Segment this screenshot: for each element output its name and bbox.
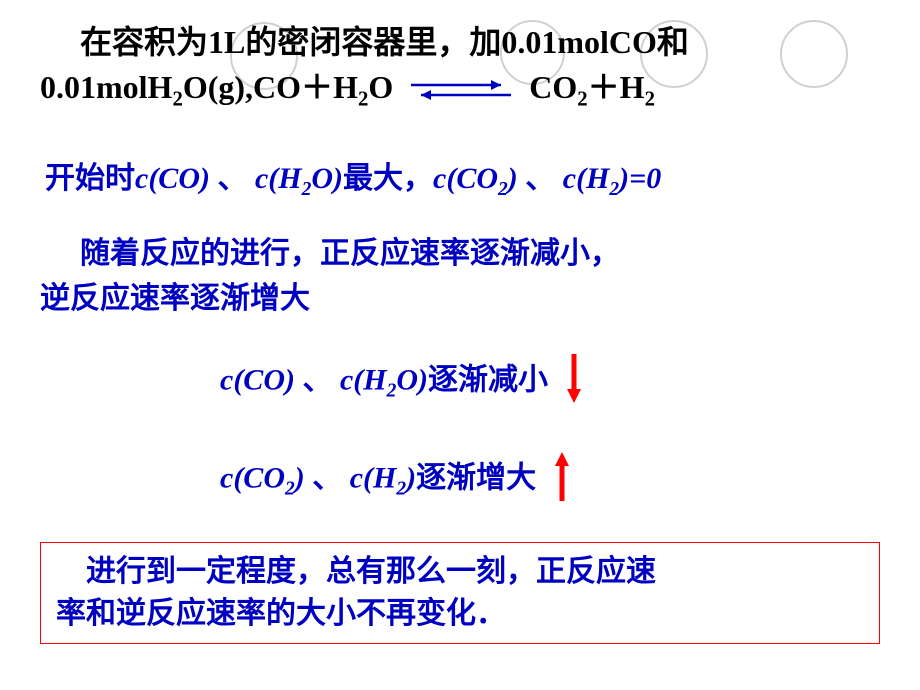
h2o-sub: 2 bbox=[358, 87, 368, 110]
amount2-sub: 2 bbox=[172, 87, 182, 110]
initial-conditions: 开始时c(CO) 、 c(H2O)最大，c(CO2) 、 c(H2)=0 bbox=[45, 153, 880, 201]
l6-c-co2-post: ) bbox=[295, 462, 313, 495]
co2-pre: CO bbox=[529, 69, 577, 105]
equilibrium-svg bbox=[401, 75, 521, 105]
l6-c-h2-sub: 2 bbox=[396, 479, 406, 500]
c-h2-pre: c(H bbox=[555, 162, 609, 195]
problem-line-2: 0.01molH2O(g),CO＋H2O CO2＋H2 bbox=[40, 65, 880, 114]
sep2: 、 bbox=[525, 162, 555, 195]
slide-content: 在容积为1L的密闭容器里，加0.01molCO和 0.01molH2O(g),C… bbox=[0, 0, 920, 654]
up-arrow-icon bbox=[552, 449, 572, 512]
h2-sub: 2 bbox=[645, 87, 655, 110]
text-amount1: 0.01molCO bbox=[501, 24, 657, 60]
bottom-a: 进行到一定程度，总有那么一刻，正反应速 bbox=[86, 555, 656, 588]
l5-text: 逐渐减小 bbox=[428, 364, 548, 397]
t2: 最大， bbox=[343, 162, 433, 195]
co2-sub: 2 bbox=[577, 87, 587, 110]
l6-c-h2-pre: c(H bbox=[342, 462, 396, 495]
c-co: c(CO) bbox=[135, 162, 217, 195]
t1: 开始时 bbox=[45, 162, 135, 195]
decrease-line: c(CO) 、 c(H2O)逐渐减小 bbox=[220, 351, 880, 414]
l6-c-co2-sub: 2 bbox=[285, 479, 295, 500]
l5-c-co: c(CO) bbox=[220, 364, 302, 397]
h2-pre: H bbox=[620, 69, 645, 105]
plus1: ＋ bbox=[301, 69, 333, 105]
bottom-b: 率和逆反应速率的大小不再变化． bbox=[56, 597, 506, 630]
problem-line-1: 在容积为1L的密闭容器里，加0.01molCO和 bbox=[80, 20, 880, 65]
down-arrow-icon bbox=[564, 351, 584, 414]
plus2: ＋ bbox=[588, 69, 620, 105]
c-h2-post: )=0 bbox=[619, 162, 661, 195]
line4b: 逆反应速率逐渐增大 bbox=[40, 282, 310, 315]
l6-text: 逐渐增大 bbox=[416, 462, 536, 495]
c-h2o-post: O) bbox=[311, 162, 343, 195]
c-co2-sub: 2 bbox=[498, 179, 508, 200]
line4a: 随着反应的进行，正反应速率逐渐减小， bbox=[80, 237, 620, 270]
c-co2-post: ) bbox=[508, 162, 526, 195]
l6-sep: 、 bbox=[312, 462, 342, 495]
text-suffix: 和 bbox=[657, 24, 689, 60]
c-h2o-pre: c(H bbox=[247, 162, 301, 195]
text-prefix: 在容积为 bbox=[80, 24, 208, 60]
c-co2-pre: c(CO bbox=[433, 162, 498, 195]
h2o-pre: H bbox=[333, 69, 358, 105]
equilibrium-arrows bbox=[401, 80, 521, 100]
rate-description: 随着反应的进行，正反应速率逐渐减小， 逆反应速率逐渐增大 bbox=[80, 231, 880, 321]
text-mid: 的密闭容器里，加 bbox=[245, 24, 501, 60]
amount2-pre: 0.01molH bbox=[40, 69, 172, 105]
l5-c-h2o-post: O) bbox=[396, 364, 428, 397]
l5-c-h2o-sub: 2 bbox=[387, 381, 397, 402]
c-h2o-sub: 2 bbox=[302, 179, 312, 200]
l6-c-h2-post: ) bbox=[406, 462, 416, 495]
increase-line: c(CO2) 、 c(H2)逐渐增大 bbox=[220, 449, 880, 512]
amount2-post: O(g),CO bbox=[183, 69, 301, 105]
conclusion-box: 进行到一定程度，总有那么一刻，正反应速 率和逆反应速率的大小不再变化． bbox=[40, 542, 880, 644]
l6-c-co2-pre: c(CO bbox=[220, 462, 285, 495]
text-volume: 1L bbox=[208, 24, 245, 60]
l5-c-h2o-pre: c(H bbox=[332, 364, 386, 397]
c-h2-sub: 2 bbox=[609, 179, 619, 200]
l5-sep: 、 bbox=[302, 364, 332, 397]
sep1: 、 bbox=[217, 162, 247, 195]
h2o-post: O bbox=[368, 69, 393, 105]
